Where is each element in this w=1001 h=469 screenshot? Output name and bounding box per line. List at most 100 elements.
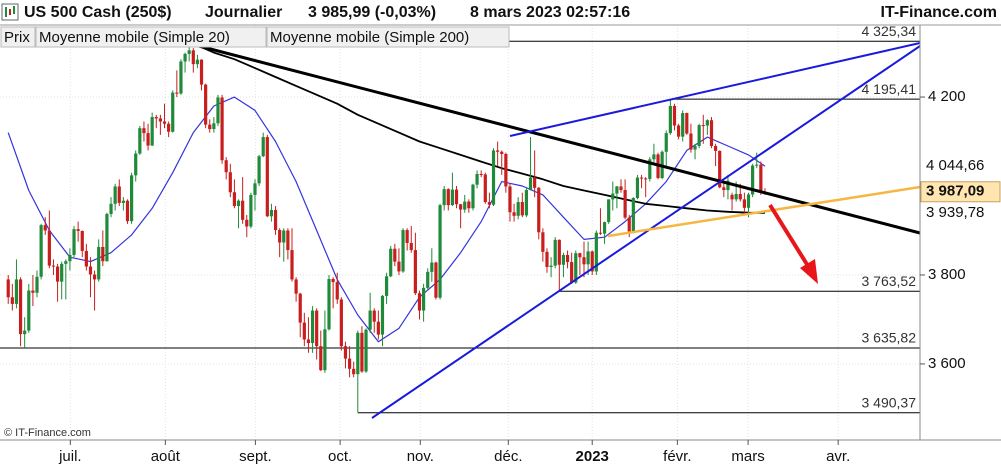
- candle-body: [302, 322, 306, 340]
- candle-body: [60, 263, 64, 282]
- candle-body: [39, 225, 43, 277]
- candle-body: [734, 194, 738, 200]
- candle-body: [578, 253, 582, 258]
- candle-body: [537, 187, 541, 233]
- y-tick-label: 4 200: [928, 88, 966, 105]
- candle-body: [434, 262, 438, 298]
- candle-body: [730, 194, 734, 200]
- candle-body: [389, 248, 393, 277]
- y-tick-label: 3 600: [928, 355, 966, 372]
- candle-body: [685, 113, 689, 134]
- instrument-title: US 500 Cash (250$): [24, 4, 172, 21]
- candle-body: [113, 186, 117, 204]
- candle-body: [253, 183, 257, 195]
- trend-line: [194, 43, 921, 235]
- candle-body: [582, 257, 586, 265]
- candle-body: [273, 210, 278, 231]
- candle-body: [594, 232, 598, 272]
- candle-body: [648, 159, 652, 179]
- candle-body: [191, 50, 195, 65]
- candle-body: [644, 178, 648, 180]
- candle-body: [393, 248, 397, 262]
- candle-body: [438, 205, 442, 298]
- candle-body: [528, 177, 533, 191]
- candle-body: [380, 295, 385, 335]
- x-tick-label: févr.: [663, 448, 691, 465]
- candle-body: [249, 194, 253, 227]
- candle-body: [232, 192, 237, 207]
- candle-body: [121, 200, 125, 203]
- candle-body: [125, 200, 130, 222]
- candle-body: [446, 189, 450, 206]
- candle-body: [31, 290, 35, 293]
- candle-body: [533, 177, 537, 188]
- trend-line: [607, 185, 921, 238]
- timestamp: 8 mars 2023 02:57:16: [470, 4, 630, 21]
- candle-body: [315, 310, 319, 347]
- candle-body: [187, 50, 191, 54]
- level-label: 3 763,52: [862, 273, 917, 289]
- candle-body: [92, 274, 97, 280]
- candle-body: [278, 230, 282, 243]
- candle-body: [602, 222, 607, 234]
- candle-body: [162, 121, 167, 124]
- x-tick-label: août: [151, 448, 181, 465]
- candle-body: [101, 246, 105, 262]
- candle-body: [565, 254, 570, 263]
- logo-icon: [1, 3, 19, 21]
- candle-body: [422, 287, 426, 311]
- candle-body: [195, 59, 200, 65]
- candle-body: [430, 262, 434, 272]
- candle-body: [697, 125, 701, 146]
- marker-label: 4 044,66: [926, 157, 984, 174]
- candle-body: [508, 186, 512, 213]
- candle-body: [47, 230, 51, 266]
- candle-body: [487, 202, 492, 205]
- candle-body: [183, 53, 187, 62]
- candle-body: [664, 133, 668, 152]
- candle-body: [199, 59, 204, 85]
- candle-body: [298, 293, 302, 323]
- candle-body: [347, 358, 352, 369]
- marker-label: 3 987,09: [926, 183, 984, 200]
- candle-body: [265, 137, 269, 217]
- candle-body: [718, 150, 722, 188]
- level-label: 4 195,41: [862, 81, 917, 97]
- candle-body: [755, 164, 759, 166]
- x-tick-label: sept.: [239, 448, 272, 465]
- candle-body: [43, 225, 47, 231]
- candle-body: [541, 232, 545, 252]
- candle-body: [14, 279, 19, 304]
- marker-box: [921, 156, 1000, 177]
- candle-body: [352, 368, 356, 375]
- header: [0, 0, 1001, 25]
- candle-body: [84, 250, 88, 267]
- candle-body: [134, 153, 138, 176]
- period: Journalier: [205, 4, 282, 21]
- candle-body: [286, 230, 290, 251]
- candle-body: [413, 250, 417, 294]
- candle-body: [524, 190, 529, 216]
- candle-body: [6, 279, 10, 298]
- candle-body: [561, 254, 566, 265]
- candle-body: [130, 175, 134, 222]
- candle-body: [343, 346, 348, 359]
- candle-body: [701, 125, 705, 127]
- candle-body: [442, 189, 446, 206]
- candle-body: [557, 239, 561, 265]
- candle-body: [426, 271, 430, 288]
- candle-body: [471, 184, 475, 209]
- candle-body: [331, 278, 335, 283]
- candle-body: [261, 137, 265, 157]
- candle-body: [323, 329, 327, 371]
- candle-body: [738, 194, 742, 200]
- candle-body: [310, 310, 315, 344]
- moving-average-line: [7, 96, 766, 343]
- trend-line: [509, 42, 921, 137]
- drawings: [194, 42, 921, 419]
- candle-body: [483, 174, 487, 203]
- candle-body: [722, 187, 726, 191]
- legend-entry: Prix: [4, 29, 30, 46]
- candle-body: [623, 190, 627, 218]
- candle-body: [150, 117, 154, 146]
